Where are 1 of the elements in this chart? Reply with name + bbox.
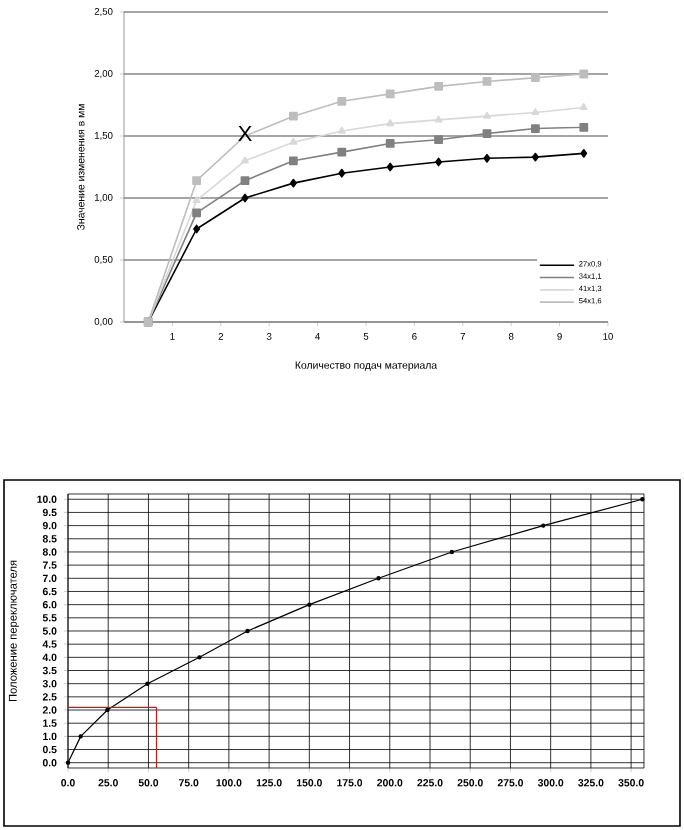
annotation: X: [238, 125, 252, 142]
